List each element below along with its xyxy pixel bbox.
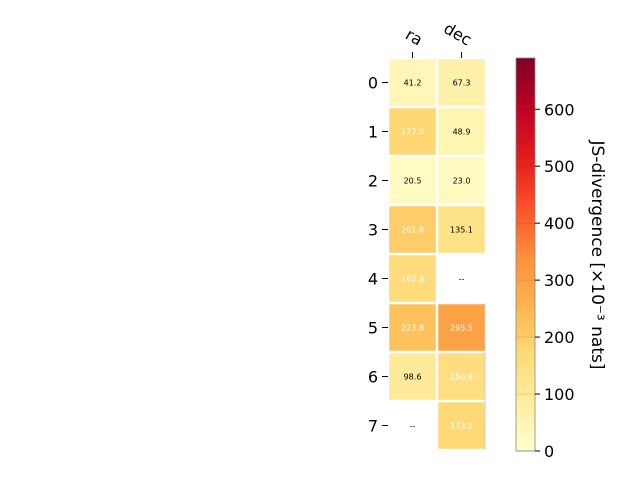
heatmap-cell [389, 353, 436, 400]
colorbar-tick-label: 600 [544, 100, 575, 119]
cell-value-label: 41.2 [404, 79, 422, 88]
heatmap-cell [438, 206, 485, 253]
y-tick-label: 5 [368, 319, 378, 338]
colorbar-tick-label: 300 [544, 271, 575, 290]
cell-value-label: -- [459, 275, 465, 284]
heatmap-cell [389, 255, 436, 302]
heatmap-cell [438, 59, 485, 106]
colorbar-bar [515, 57, 536, 452]
colorbar-label: JS-divergence [×10⁻³ nats] [587, 140, 607, 370]
cell-value-label: 201.8 [401, 226, 424, 235]
heatmap-cell [389, 206, 436, 253]
cell-value-label: 67.3 [453, 79, 471, 88]
heatmap-cell [438, 353, 485, 400]
colorbar-tick-label: 200 [544, 328, 575, 347]
heatmap-cell [389, 108, 436, 155]
cell-value-label: 20.5 [404, 177, 422, 186]
heatmap-cell [389, 59, 436, 106]
y-tick-label: 6 [368, 368, 378, 387]
cell-value-label: 135.1 [450, 226, 473, 235]
heatmap-cell [438, 108, 485, 155]
cell-value-label: 295.5 [450, 324, 473, 333]
cell-value-label: 23.0 [453, 177, 471, 186]
x-tick-label: dec [441, 19, 475, 50]
heatmap-cell [438, 304, 485, 351]
cell-value-label: 150.8 [450, 373, 473, 382]
colorbar-tick-label: 100 [544, 385, 575, 404]
cell-value-label: 177.0 [401, 128, 424, 137]
heatmap-cells: 41.2 67.3 177.0 48.9 20.5 23.0 201.8 135.1 162.3… [389, 59, 485, 449]
y-tick-label: 3 [368, 221, 378, 240]
cell-value-label: 223.8 [401, 324, 424, 333]
x-tick-label: ra [402, 25, 426, 50]
heatmap-cell [438, 402, 485, 449]
heatmap-cell [389, 304, 436, 351]
heatmap-cell [389, 157, 436, 204]
cell-value-label: 48.9 [453, 128, 471, 137]
heatmap-cell [438, 157, 485, 204]
colorbar-tick-label: 500 [544, 157, 575, 176]
cell-value-label: 162.3 [401, 275, 424, 284]
colorbar-tick-label: 0 [544, 442, 554, 461]
colorbar-tick-label: 400 [544, 214, 575, 233]
cell-value-label: -- [410, 422, 416, 431]
y-tick-label: 2 [368, 172, 378, 191]
cell-value-label: 173.2 [450, 422, 473, 431]
y-tick-label: 0 [368, 74, 378, 93]
cell-value-label: 98.6 [404, 373, 422, 382]
y-tick-label: 7 [368, 417, 378, 436]
y-tick-label: 1 [368, 123, 378, 142]
y-tick-label: 4 [368, 270, 378, 289]
colorbar: 0 100 200 300 400 500 600 [515, 57, 575, 461]
